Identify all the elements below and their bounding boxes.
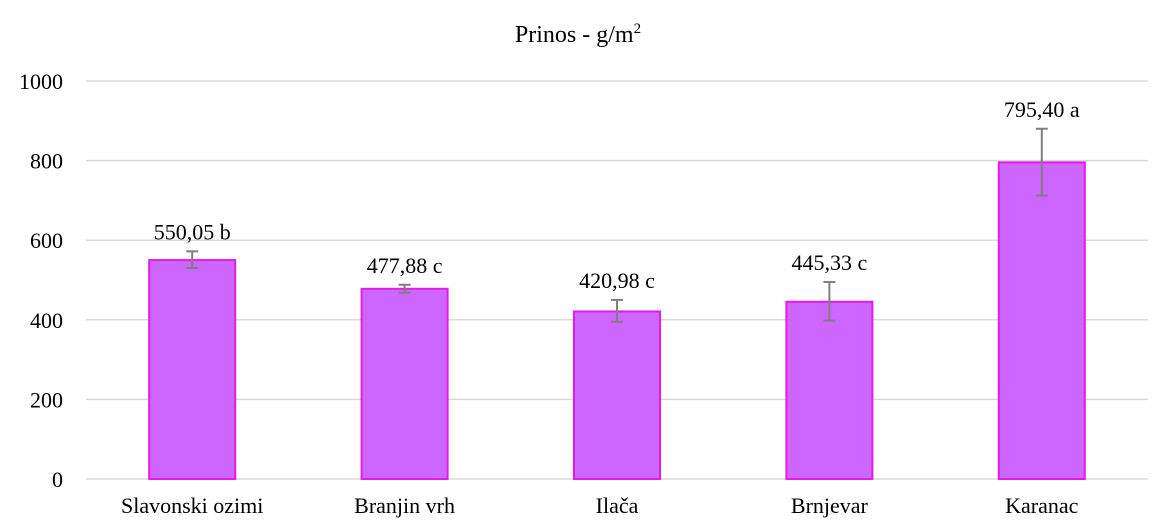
x-category-label: Slavonski ozimi — [121, 493, 263, 518]
data-label: 795,40 a — [1004, 97, 1080, 122]
y-tick-label: 400 — [30, 308, 63, 333]
y-tick-label: 600 — [30, 228, 63, 253]
bar — [148, 259, 237, 481]
data-labels: 550,05 b 477,88 c 420,98 c 445,33 c 795,40 a — [154, 97, 1080, 293]
chart-title-main: Prinos - g/m — [515, 22, 634, 48]
bar — [785, 300, 874, 480]
chart-title-superscript: 2 — [634, 21, 642, 37]
error-bars — [186, 127, 1048, 323]
bar — [573, 310, 661, 480]
data-label: 550,05 b — [154, 219, 231, 244]
y-axis-ticks: 0 200 400 600 800 1000 — [19, 69, 63, 492]
data-label: 477,88 c — [367, 253, 443, 278]
x-category-label: Karanac — [1005, 493, 1079, 518]
y-tick-label: 1000 — [19, 69, 63, 94]
data-label: 420,98 c — [579, 268, 655, 293]
x-category-label: Ilača — [596, 493, 639, 518]
bar — [360, 287, 449, 481]
bar — [997, 161, 1086, 481]
y-tick-label: 0 — [52, 467, 63, 492]
x-category-label: Brnjevar — [791, 493, 869, 518]
data-label: 445,33 c — [792, 250, 868, 275]
y-tick-label: 800 — [30, 149, 63, 174]
chart-title: Prinos - g/m2 — [515, 21, 641, 48]
y-tick-label: 200 — [30, 387, 63, 412]
x-category-label: Branjin vrh — [354, 493, 455, 518]
x-axis-categories: Slavonski ozimi Branjin vrh Ilača Brnjevar K… — [121, 493, 1079, 518]
